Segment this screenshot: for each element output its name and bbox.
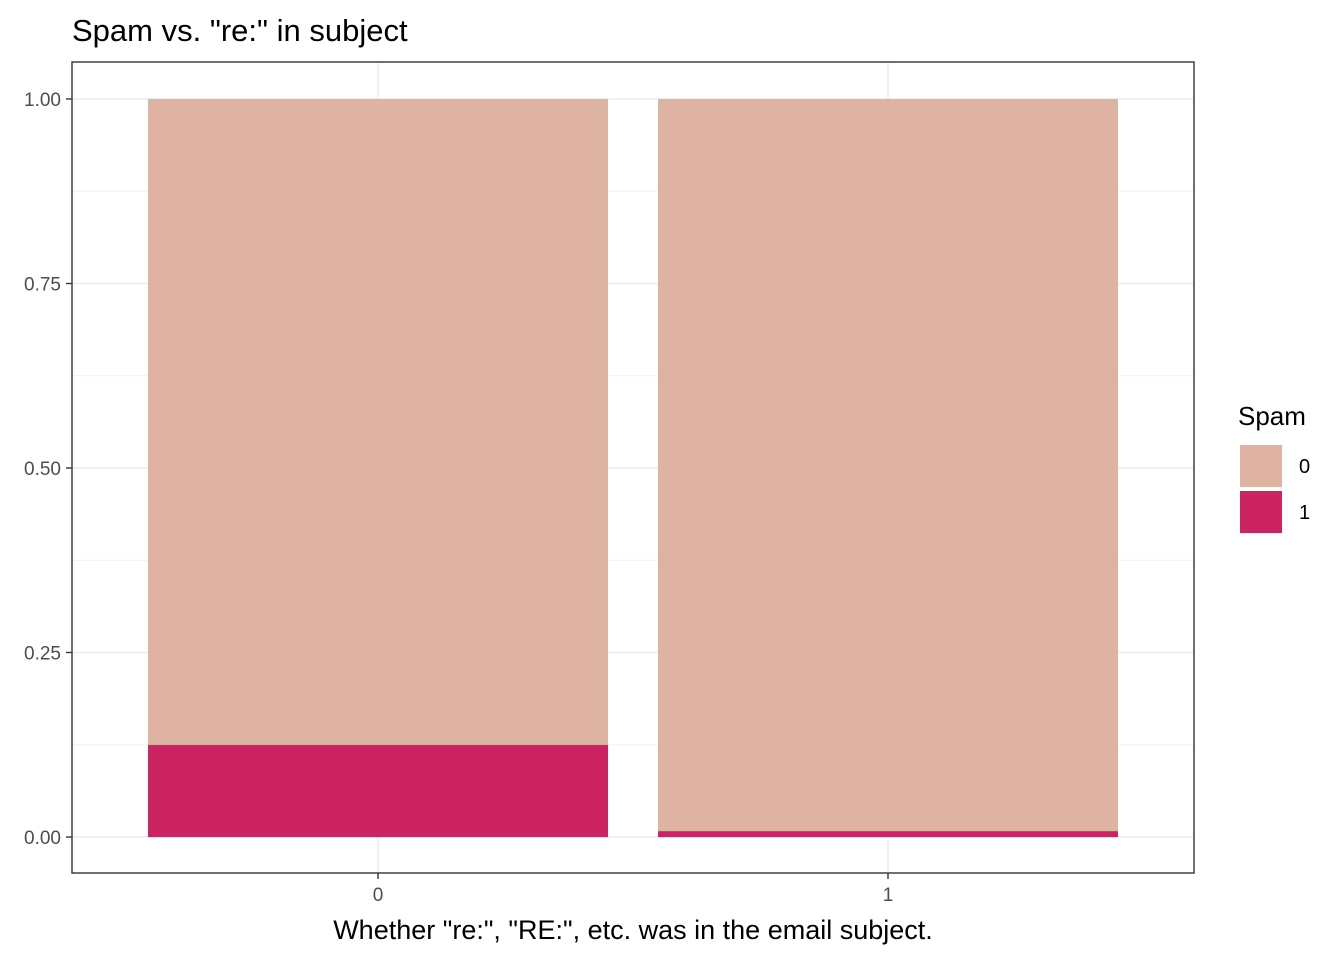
bar-0-spam-0 [148,99,608,745]
legend-key-0 [1240,445,1282,487]
legend-label-0: 0 [1299,456,1310,478]
y-tick-label: 0.50 [24,459,61,480]
y-tick-label: 0.25 [24,644,61,665]
legend: Spam 0 1 [1238,401,1310,533]
x-tick-label: 0 [373,885,384,906]
chart-title: Spam vs. "re:" in subject [72,13,408,48]
legend-label-1: 1 [1299,502,1310,524]
bar-1-spam-1 [658,831,1118,837]
legend-title: Spam [1238,401,1306,431]
x-tick-label: 1 [883,885,894,906]
y-tick-label: 0.75 [24,275,61,296]
y-tick-label: 1.00 [24,90,61,111]
x-axis-title: Whether "re:", "RE:", etc. was in the em… [333,915,933,945]
bar-1-spam-0 [658,99,1118,832]
bar-0-spam-1 [148,744,608,837]
legend-key-1 [1240,491,1282,533]
bars-layer [148,99,1118,837]
y-tick-label: 0.00 [24,828,61,849]
y-axis: 0.00 0.25 0.50 0.75 1.00 [24,90,72,849]
